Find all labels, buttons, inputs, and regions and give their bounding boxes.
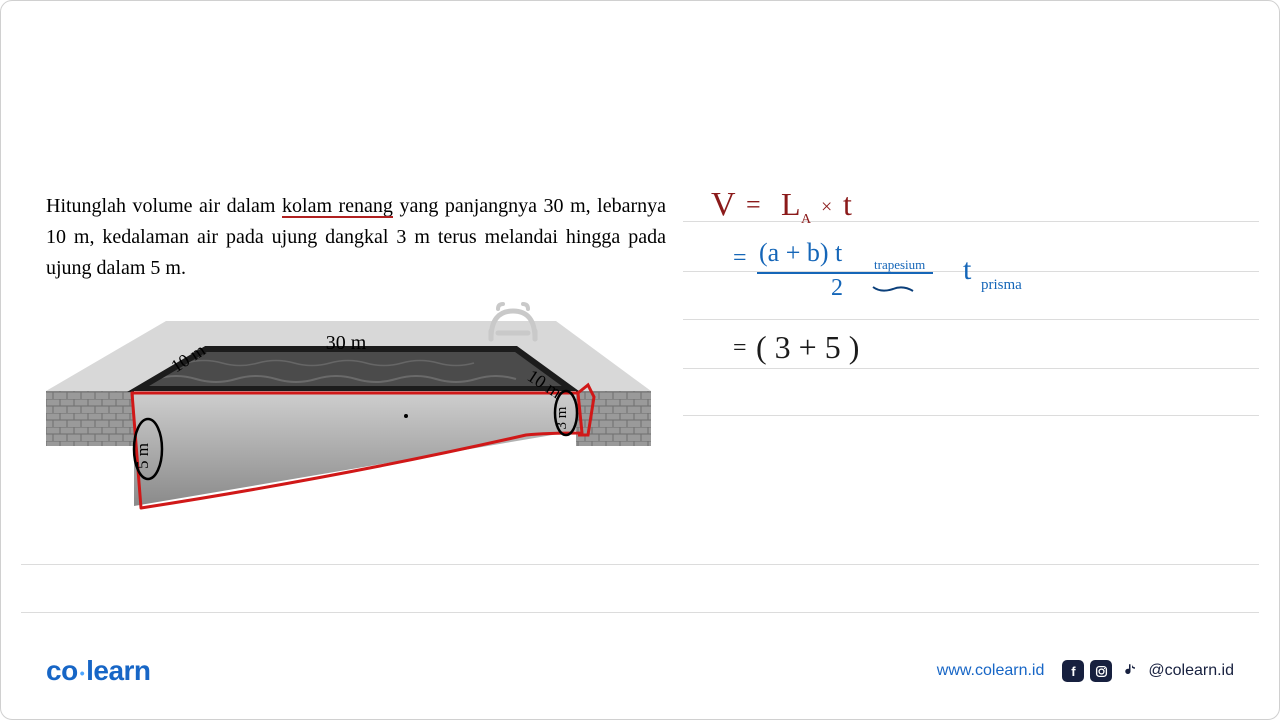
hw-tprisma-t: t bbox=[963, 253, 972, 286]
label-30m: 30 m bbox=[326, 332, 367, 354]
tiktok-icon[interactable] bbox=[1118, 660, 1140, 682]
label-5m: 5 m bbox=[133, 443, 152, 469]
brick-left bbox=[46, 391, 134, 446]
hw-squiggle bbox=[873, 287, 913, 291]
hw-t1: t bbox=[843, 186, 852, 222]
facebook-icon[interactable]: f bbox=[1062, 660, 1084, 682]
problem-underlined: kolam renang bbox=[282, 195, 393, 217]
label-3m: 3 m bbox=[554, 406, 570, 429]
hw-trap: trapesium bbox=[874, 257, 925, 272]
hw-eq3: = bbox=[733, 335, 747, 361]
pool-diagram: 30 m 10 m 10 m 5 m 3 m bbox=[46, 301, 651, 511]
hw-line2: = (a + b) t trapesium 2 t prisma bbox=[733, 238, 1022, 301]
problem-text: Hitunglah volume air dalam kolam renang … bbox=[46, 191, 666, 284]
logo-dot: • bbox=[78, 665, 86, 681]
footer-right: www.colearn.id f @colearn.id bbox=[937, 660, 1234, 682]
pool-svg: 30 m 10 m 10 m 5 m 3 m bbox=[46, 301, 651, 511]
pool-side-face bbox=[134, 391, 576, 506]
ruled-line-full-2 bbox=[21, 612, 1259, 613]
hw-paren: ( 3 + 5 ) bbox=[756, 329, 859, 365]
logo-learn: learn bbox=[86, 655, 150, 686]
hw-line3: = ( 3 + 5 ) bbox=[733, 329, 859, 365]
brand-logo: co•learn bbox=[46, 655, 151, 687]
social-handle: @colearn.id bbox=[1148, 662, 1234, 680]
hw-eq2: = bbox=[733, 245, 747, 271]
hw-prisma: prisma bbox=[981, 277, 1022, 293]
logo-co: co bbox=[46, 655, 78, 686]
website-link[interactable]: www.colearn.id bbox=[937, 662, 1045, 680]
hw-times: × bbox=[821, 196, 832, 218]
problem-part1: Hitunglah volume air dalam bbox=[46, 195, 282, 217]
instagram-icon[interactable] bbox=[1090, 660, 1112, 682]
hw-L: L bbox=[781, 186, 801, 222]
diagram-dot bbox=[404, 414, 408, 418]
hw-line1: V = L A × t bbox=[711, 186, 852, 227]
hw-den2: 2 bbox=[831, 275, 843, 301]
hw-V: V bbox=[711, 186, 736, 223]
ruled-line-full-1 bbox=[21, 564, 1259, 565]
hw-eq1: = bbox=[746, 190, 761, 219]
social-icons: f @colearn.id bbox=[1062, 660, 1234, 682]
footer: co•learn www.colearn.id f @colearn.id bbox=[46, 651, 1234, 691]
page-frame: Hitunglah volume air dalam kolam renang … bbox=[0, 0, 1280, 720]
hw-num: (a + b) t bbox=[759, 238, 843, 267]
handwriting-block: V = L A × t = (a + b) t trapesium 2 t bbox=[701, 183, 1241, 563]
handwriting-svg: V = L A × t = (a + b) t trapesium 2 t bbox=[701, 183, 1241, 563]
hw-Asub: A bbox=[801, 212, 812, 227]
problem-block: Hitunglah volume air dalam kolam renang … bbox=[46, 191, 666, 284]
